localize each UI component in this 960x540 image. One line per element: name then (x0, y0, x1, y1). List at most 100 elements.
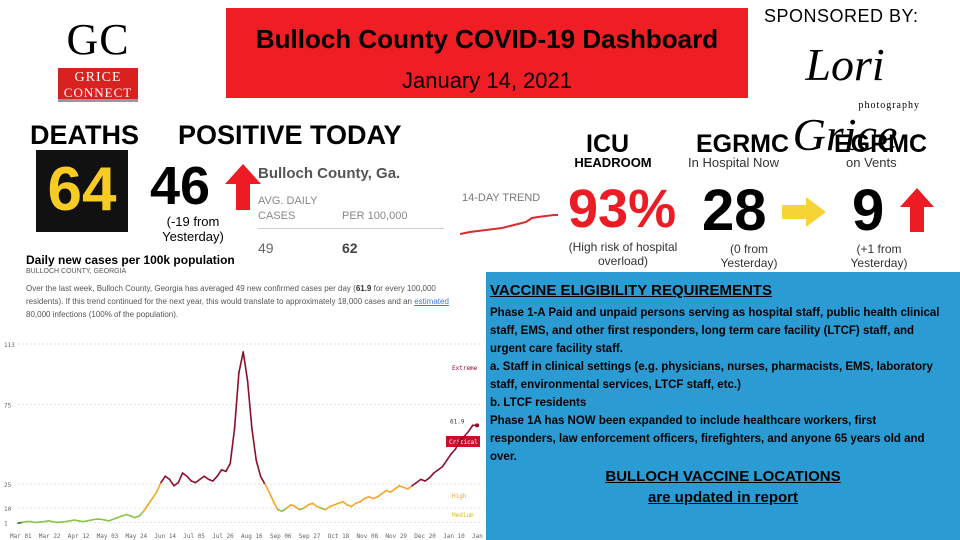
series-segment (238, 351, 245, 374)
chart-subtitle: BULLOCH COUNTY, GEORGIA (26, 268, 127, 275)
series-segment (432, 469, 439, 474)
chart-desc-bold: 61.9 (355, 284, 372, 293)
deaths-label: DEATHS (30, 120, 140, 150)
vaccine-staff: a. Staff in clinical settings (e.g. phys… (490, 361, 933, 391)
chart-desc-part2: for every 100,000 residents). If this tr… (26, 284, 436, 306)
stats-col1-header-text: AVG. DAILY CASES (258, 195, 318, 222)
x-tick-label: May 24 (126, 533, 148, 540)
y-tick-label: 75 (4, 403, 12, 410)
estimated-link[interactable]: estimated (414, 297, 449, 306)
series-segment (359, 497, 366, 503)
icu-note: (High risk of hospital overload) (568, 240, 678, 268)
series-segment (389, 488, 396, 493)
vents-number: 9 (852, 178, 885, 243)
series-segment (381, 489, 387, 495)
series-segment (407, 484, 413, 490)
endpoint-label: 61.9 (450, 418, 465, 425)
vents-label: EGRMC (834, 130, 928, 158)
vaccine-panel: VACCINE ELIGIBILITY REQUIREMENTS Phase 1… (486, 272, 960, 540)
x-tick-label: Apr 12 (68, 533, 90, 540)
y-tick-label: 25 (4, 482, 12, 489)
series-segment (242, 351, 249, 382)
logo-banner: GRICE CONNECT (58, 68, 138, 102)
series-segment (376, 492, 383, 498)
logo-letters: GC (66, 15, 130, 64)
daily-cases-chart: 1 10 25 75 113 Mar 01 Mar 22 Apr 12 May 03 May 24… (4, 342, 486, 540)
logo-line1: GRICE (74, 70, 122, 85)
positive-today-number: 46 (150, 156, 211, 216)
series-segment (142, 504, 149, 513)
series-segment (281, 507, 288, 513)
x-tick-label: Sep 27 (299, 533, 321, 540)
zone-label: Extreme (452, 365, 478, 372)
series-segment (229, 427, 236, 465)
positive-today-change: (-19 from Yesterday) (162, 214, 224, 244)
stats-col2-value: 62 (342, 240, 358, 256)
series-segment (467, 424, 474, 433)
series-segment (285, 504, 292, 509)
dashboard-header: Bulloch County COVID-19 Dashboard Januar… (226, 8, 748, 98)
series-segment (251, 427, 258, 462)
arrow-up-icon (900, 188, 935, 232)
x-tick-label: Mar 22 (39, 533, 61, 540)
series-segment (203, 475, 210, 481)
series-segment (199, 475, 206, 481)
sponsor-name: Lori Grice (792, 39, 898, 160)
series-segment (350, 502, 357, 508)
x-tick-label: Jan 31 (472, 533, 486, 540)
hospital-label: EGRMC (696, 130, 790, 158)
x-tick-label: Aug 16 (241, 533, 263, 540)
hospital-note: (0 from Yesterday) (720, 242, 778, 270)
series-segment (186, 475, 193, 482)
logo-line2: CONNECT (63, 85, 133, 100)
vaccine-phase1a: Phase 1-A Paid and unpaid persons servin… (490, 307, 940, 355)
vaccine-locations-line1: BULLOCH VACCINE LOCATIONS (605, 468, 841, 485)
series-segment (259, 475, 266, 485)
trend-sparkline (460, 214, 558, 235)
stats-col1-header: AVG. DAILY CASES (258, 194, 328, 224)
vaccine-title: VACCINE ELIGIBILITY REQUIREMENTS (490, 282, 772, 299)
series-segment (173, 481, 180, 487)
vents-sublabel: on Vents (846, 155, 897, 170)
series-segment (441, 459, 448, 468)
x-tick-label: Sep 06 (270, 533, 292, 540)
series-segment (268, 491, 275, 503)
vents-note: (+1 from Yesterday) (850, 242, 908, 270)
x-tick-label: May 03 (97, 533, 119, 540)
trend-label: 14-DAY TREND (462, 192, 541, 204)
x-tick-label: Nov 08 (357, 533, 379, 540)
stats-divider (258, 228, 444, 229)
y-tick-label: 1 (4, 520, 8, 527)
series-segment (233, 371, 240, 430)
series-segment (428, 472, 435, 479)
icu-sublabel: HEADROOM (574, 155, 652, 170)
y-tick-label: 10 (4, 506, 12, 513)
y-tick-label: 113 (4, 342, 15, 349)
series-segment (458, 435, 465, 442)
series-segment (450, 448, 457, 455)
vaccine-expanded: Phase 1A has NOW been expanded to includ… (490, 415, 925, 463)
page-title: Bulloch County COVID-19 Dashboard (255, 24, 719, 54)
deaths-value: 64 (47, 155, 117, 224)
series-segment (225, 462, 232, 473)
arrow-right-icon (782, 197, 826, 227)
chart-description: Over the last week, Bulloch County, Geor… (26, 282, 466, 321)
series-segment (463, 430, 470, 438)
x-tick-label: Nov 29 (385, 533, 407, 540)
report-date: January 14, 2021 (401, 68, 573, 93)
vaccine-residents: b. LTCF residents (490, 397, 587, 409)
series-segment (415, 478, 422, 484)
series-segment (454, 440, 461, 450)
positive-today-value: 46 (150, 156, 262, 216)
series-segment (342, 500, 348, 506)
series-segment (303, 504, 309, 509)
stats-title: Bulloch County, Ga. (258, 165, 401, 182)
deaths-box: 64 (36, 150, 128, 232)
stats-col2-header: PER 100,000 (342, 210, 408, 222)
series-segment (194, 478, 201, 484)
grice-connect-logo: GC GRICE CONNECT (56, 16, 140, 102)
series-segment (216, 469, 223, 478)
x-tick-label: Jul 05 (183, 533, 205, 540)
series-segment (437, 465, 444, 471)
x-tick-label: Jan 10 (443, 533, 465, 540)
